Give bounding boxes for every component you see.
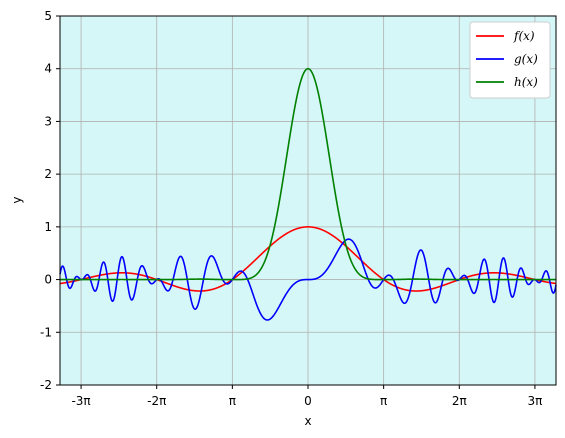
y-tick-label: 0	[44, 273, 52, 287]
series-line-2	[59, 238, 557, 321]
x-tick-label: 2π	[452, 394, 467, 408]
y-tick-label: 4	[44, 62, 52, 76]
x-axis-label: x	[304, 414, 311, 428]
y-tick-label: 1	[44, 220, 52, 234]
x-tick-label: π	[380, 394, 387, 408]
x-tick-label: 0	[304, 394, 312, 408]
series-line-3	[59, 67, 557, 281]
x-tick-label: 3π	[527, 394, 542, 408]
x-axis-ticks: -3π -2π π 0 π 2π 3π	[71, 385, 542, 408]
x-tick-label: π	[229, 394, 236, 408]
legend-label-1: f(x)	[513, 29, 535, 43]
legend-label-3: h(x)	[514, 75, 538, 89]
y-tick-label: 5	[44, 9, 52, 23]
y-tick-label: -1	[40, 325, 52, 339]
y-tick-label: 2	[44, 167, 52, 181]
legend-box	[469, 21, 551, 99]
x-tick-label: -3π	[71, 394, 90, 408]
series-line-1	[59, 226, 557, 292]
y-tick-label: 3	[44, 114, 52, 128]
y-axis-label: y	[10, 196, 24, 203]
y-tick-label: -2	[40, 378, 52, 392]
legend: f(x) g(x) h(x)	[469, 21, 551, 99]
x-tick-label: -2π	[147, 394, 166, 408]
legend-label-2: g(x)	[514, 52, 538, 66]
y-axis-ticks: -2 -1 0 1 2 3 4 5	[40, 9, 60, 392]
series-lines	[59, 67, 557, 321]
